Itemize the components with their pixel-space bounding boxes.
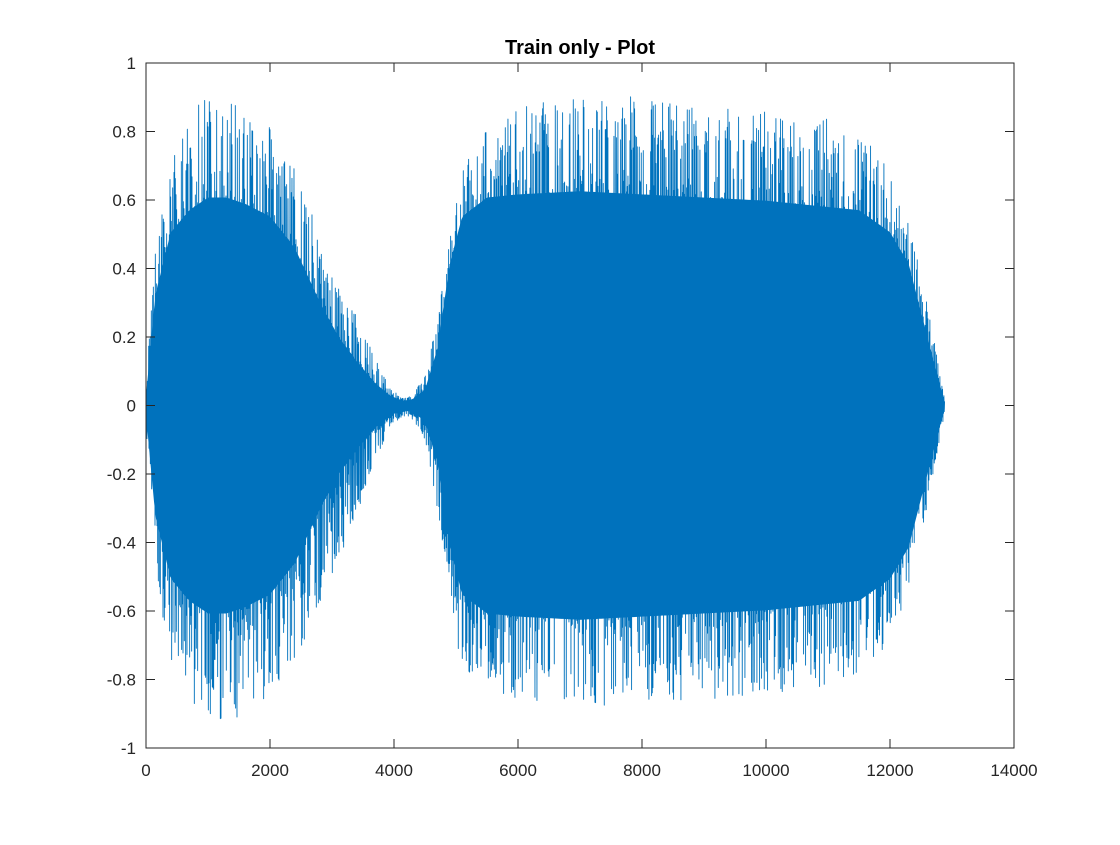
y-tick-label: -0.6 — [107, 602, 136, 621]
y-tick-label: 0 — [127, 397, 136, 416]
plot-area — [146, 96, 946, 720]
y-tick-label: 1 — [127, 54, 136, 73]
x-tick-label: 12000 — [866, 761, 913, 780]
axes: 0 2000 4000 6000 8000 10000 12000 14000 -1 -0.8 -0… — [107, 54, 1038, 780]
x-tick-label: 8000 — [623, 761, 661, 780]
y-tick-label: -0.2 — [107, 465, 136, 484]
x-tick-label: 0 — [141, 761, 150, 780]
x-tick-label: 10000 — [742, 761, 789, 780]
y-tick-label: -0.8 — [107, 671, 136, 690]
y-tick-label: 0.4 — [112, 260, 136, 279]
y-tick-label: 0.2 — [112, 328, 136, 347]
y-tick-label: 0.8 — [112, 123, 136, 142]
y-tick-label: -0.4 — [107, 534, 136, 553]
y-tick-label: -1 — [121, 739, 136, 758]
series-core-band-0 — [146, 191, 945, 620]
x-tick-label: 6000 — [499, 761, 537, 780]
x-tick-label: 14000 — [990, 761, 1037, 780]
y-tick-label: 0.6 — [112, 191, 136, 210]
x-tick-label: 2000 — [251, 761, 289, 780]
x-tick-label: 4000 — [375, 761, 413, 780]
chart-title: Train only - Plot — [505, 37, 655, 59]
